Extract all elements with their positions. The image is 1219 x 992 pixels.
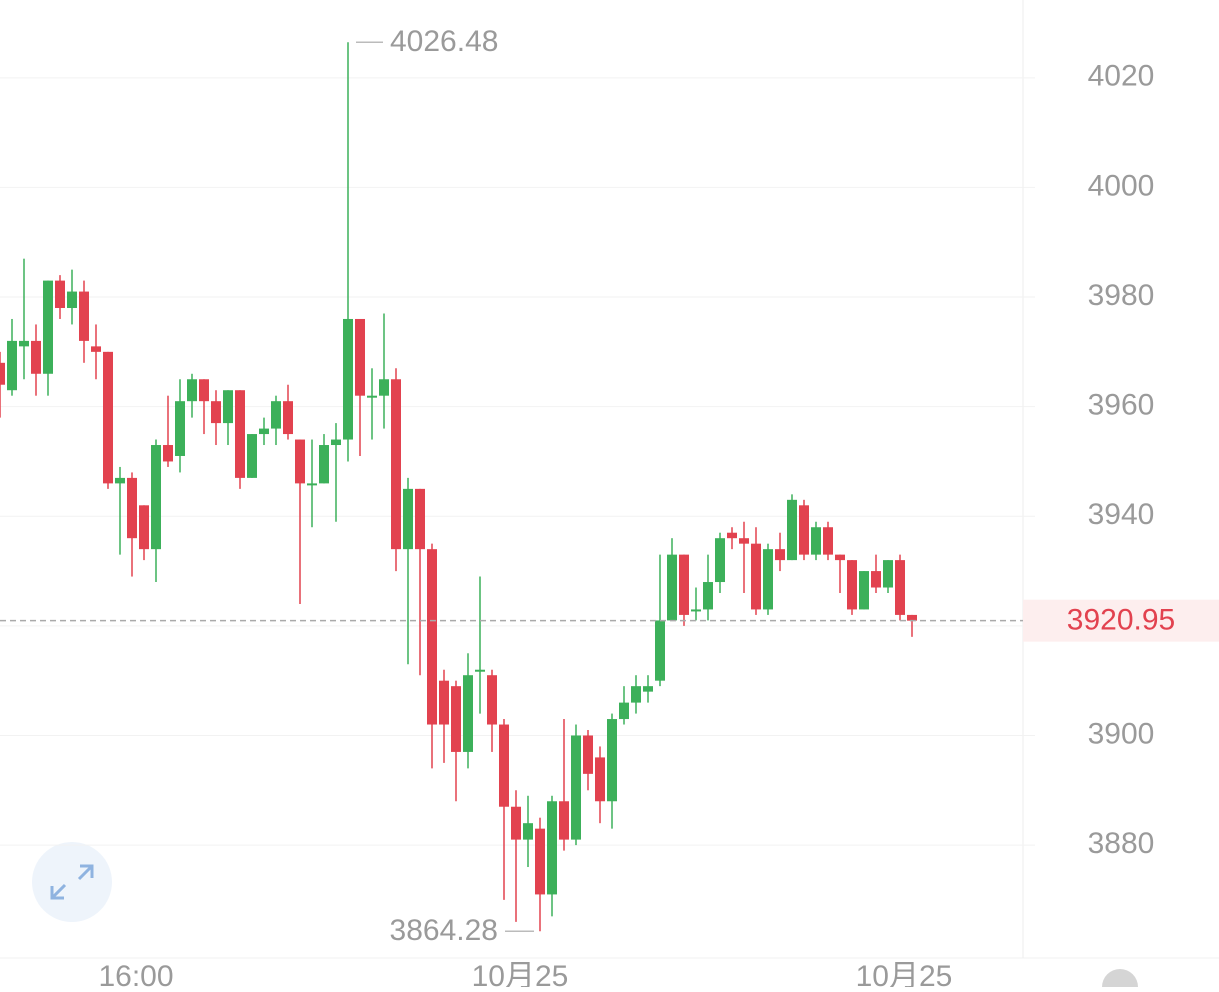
candle-body — [511, 806, 521, 840]
candle-body — [403, 488, 413, 550]
candle-body — [103, 351, 113, 484]
high-label: 4026.48 — [390, 25, 498, 58]
expand-circle — [32, 842, 112, 922]
candle-body — [451, 686, 461, 752]
x-tick-label: 10月25 — [856, 960, 953, 987]
candle-body — [379, 379, 389, 396]
candle-body — [631, 686, 641, 703]
x-tick-label: 16:00 — [98, 960, 173, 987]
candle-body — [7, 340, 17, 391]
candle-body — [823, 527, 833, 555]
candle-body — [667, 554, 677, 621]
candle-body — [775, 549, 785, 561]
candle-body — [523, 823, 533, 840]
candle-body — [67, 291, 77, 309]
candle-body — [751, 543, 761, 610]
candle-body — [811, 527, 821, 555]
candle-body — [391, 379, 401, 550]
candle-body — [643, 686, 653, 692]
candle-body — [703, 582, 713, 610]
candle-body — [883, 560, 893, 588]
candle-body — [259, 428, 269, 435]
candle-body — [343, 318, 353, 440]
candle-body — [355, 318, 365, 396]
candle-body — [319, 445, 329, 484]
y-tick-label: 3940 — [1088, 498, 1155, 531]
y-tick-label: 4020 — [1088, 60, 1155, 93]
candle-body — [91, 346, 101, 352]
candle-body — [307, 483, 317, 486]
y-tick-label: 3960 — [1088, 389, 1155, 422]
candle-body — [115, 477, 125, 484]
candle-body — [295, 439, 305, 484]
candle-body — [151, 445, 161, 550]
candle-body — [499, 724, 509, 807]
candle-body — [331, 439, 341, 446]
candle-body — [535, 828, 545, 895]
candle-body — [0, 362, 5, 385]
candle-body — [871, 571, 881, 588]
corner-button[interactable] — [1102, 969, 1138, 992]
candle-body — [559, 801, 569, 840]
candle-body — [247, 434, 257, 478]
current-price-box — [1023, 599, 1219, 642]
candle-body — [859, 571, 869, 610]
candle-body — [907, 614, 917, 621]
candle-body — [127, 477, 137, 539]
candle-body — [223, 390, 233, 424]
candle-body — [19, 340, 29, 347]
x-tick-label: 10月25 — [472, 960, 569, 987]
candle-body — [199, 379, 209, 402]
candle-body — [175, 401, 185, 456]
expand-button[interactable] — [32, 842, 112, 922]
candle-body — [595, 757, 605, 802]
y-tick-label: 3880 — [1088, 827, 1155, 860]
candle-body — [619, 702, 629, 720]
candle-body — [655, 620, 665, 681]
candle-body — [211, 401, 221, 424]
current-price-label: 3920.95 — [1067, 604, 1175, 637]
candle-body — [43, 280, 53, 374]
candle-body — [835, 554, 845, 561]
candle-body — [763, 549, 773, 610]
candle-body — [739, 538, 749, 544]
candle-body — [679, 554, 689, 615]
candle-body — [235, 390, 245, 478]
candle-body — [283, 401, 293, 435]
candle-body — [367, 395, 377, 398]
candle-body — [139, 505, 149, 550]
candle-body — [715, 538, 725, 583]
candle-body — [487, 675, 497, 725]
y-tick-label: 3900 — [1088, 717, 1155, 750]
candle-body — [583, 735, 593, 774]
candle-body — [727, 532, 737, 539]
candle-body — [847, 560, 857, 610]
candle-body — [895, 560, 905, 615]
candle-body — [427, 549, 437, 725]
low-label: 3864.28 — [390, 914, 498, 947]
candle-body — [799, 505, 809, 555]
candle-body — [439, 680, 449, 725]
candle-body — [415, 488, 425, 550]
candle-body — [163, 445, 173, 462]
candle-body — [607, 719, 617, 802]
candle-body — [55, 280, 65, 309]
candle-body — [271, 401, 281, 429]
candle-body — [475, 669, 485, 672]
candle-body — [547, 801, 557, 895]
candle-body — [571, 735, 581, 840]
candle-body — [31, 340, 41, 374]
candle-body — [463, 675, 473, 752]
candle-body — [691, 609, 701, 612]
candle-body — [187, 379, 197, 402]
y-tick-label: 3980 — [1088, 279, 1155, 312]
candle-body — [787, 499, 797, 561]
candle-body — [79, 291, 89, 341]
expand-icon — [50, 864, 94, 900]
y-tick-label: 4000 — [1088, 169, 1155, 202]
